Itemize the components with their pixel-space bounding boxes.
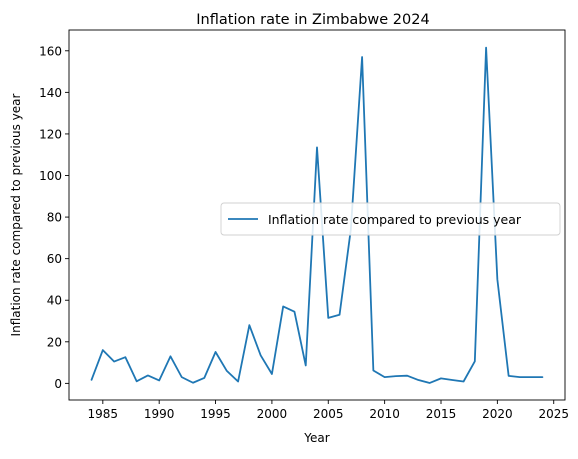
- x-tick-label: 2005: [313, 407, 344, 421]
- y-tick-label: 100: [39, 169, 62, 183]
- x-tick-label: 2000: [257, 407, 288, 421]
- legend-label: Inflation rate compared to previous year: [268, 212, 522, 227]
- x-tick-label: 2015: [426, 407, 457, 421]
- x-axis-ticks: 1985 1990 1995 2000 2005 2010 2015 2020 2025: [88, 400, 569, 421]
- y-tick-label: 40: [47, 294, 62, 308]
- series-line-0: [90, 46, 544, 384]
- y-tick-label: 140: [39, 86, 62, 100]
- y-tick-label: 0: [54, 377, 62, 391]
- y-tick-label: 80: [47, 211, 62, 225]
- x-tick-label: 2025: [538, 407, 569, 421]
- legend-box: [220, 202, 561, 236]
- y-tick-label: 60: [47, 252, 62, 266]
- y-tick-label: 160: [39, 44, 62, 58]
- y-tick-label: 20: [47, 335, 62, 349]
- y-axis-label: Inflation rate compared to previous year: [9, 93, 23, 336]
- x-tick-label: 2020: [482, 407, 513, 421]
- chart-title: Inflation rate in Zimbabwe 2024: [196, 12, 429, 28]
- x-tick-label: 1985: [88, 407, 119, 421]
- x-tick-label: 1995: [200, 407, 231, 421]
- x-axis-label: Year: [303, 431, 329, 445]
- y-axis-ticks: 0 20 40 60 80 100 120 140 160: [39, 44, 69, 391]
- legend: Inflation rate compared to previous year: [220, 202, 561, 236]
- x-tick-label: 1990: [144, 407, 175, 421]
- y-tick-label: 120: [39, 127, 62, 141]
- plot-area-frame: [68, 29, 566, 401]
- x-tick-label: 2010: [369, 407, 400, 421]
- series-layer: [90, 46, 544, 384]
